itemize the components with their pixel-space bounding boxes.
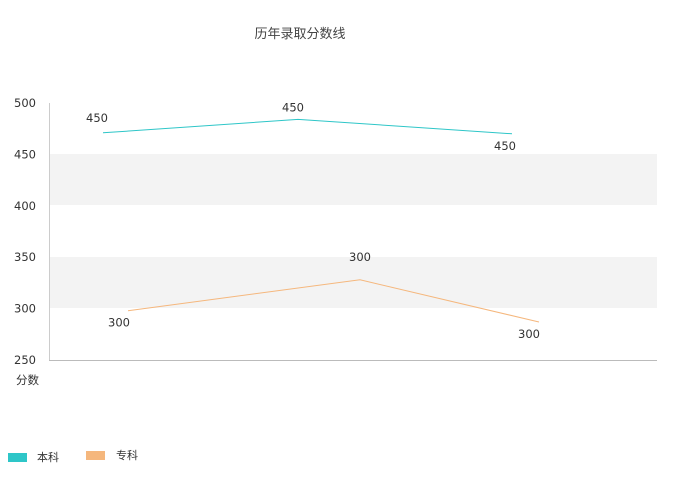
data-label: 450 [282,100,304,114]
legend-swatch-benke [8,453,27,462]
y-tick-label: 450 [14,147,36,161]
data-label: 300 [349,250,371,264]
y-tick-label: 350 [14,250,36,264]
y-tick-label: 500 [14,96,36,110]
data-label: 300 [108,316,130,330]
series-line-1 [127,279,540,323]
grid-band-400-450 [50,154,657,205]
legend-label-benke: 本科 [37,450,59,464]
legend-label-zhuanke: 专科 [116,448,138,462]
y-tick-label: 400 [14,199,36,213]
data-label: 300 [518,327,540,341]
data-point[interactable] [357,277,363,283]
data-point[interactable] [100,130,106,136]
grid-band-300-350 [50,257,657,308]
series-layer: 450 450 450 300 300 300 [86,100,542,341]
y-axis-ticks: 250 300 350 400 450 500 [14,96,36,367]
legend-item-zhuanke[interactable]: 专科 [86,448,138,462]
legend-item-benke[interactable]: 本科 [8,450,59,464]
data-point[interactable] [295,116,301,122]
data-point[interactable] [536,319,542,325]
y-tick-label: 300 [14,302,36,316]
y-tick-label: 250 [14,353,36,367]
legend-swatch-zhuanke [86,451,105,460]
data-label: 450 [86,111,108,125]
series-line-0 [102,118,513,135]
data-point[interactable] [509,131,515,137]
y-axis-label: 分数 [16,373,39,387]
data-point[interactable] [125,308,131,314]
chart-title: 历年录取分数线 [254,27,345,42]
data-label: 450 [494,139,516,153]
plot-background [49,103,657,361]
legend: 本科 专科 [8,448,138,464]
